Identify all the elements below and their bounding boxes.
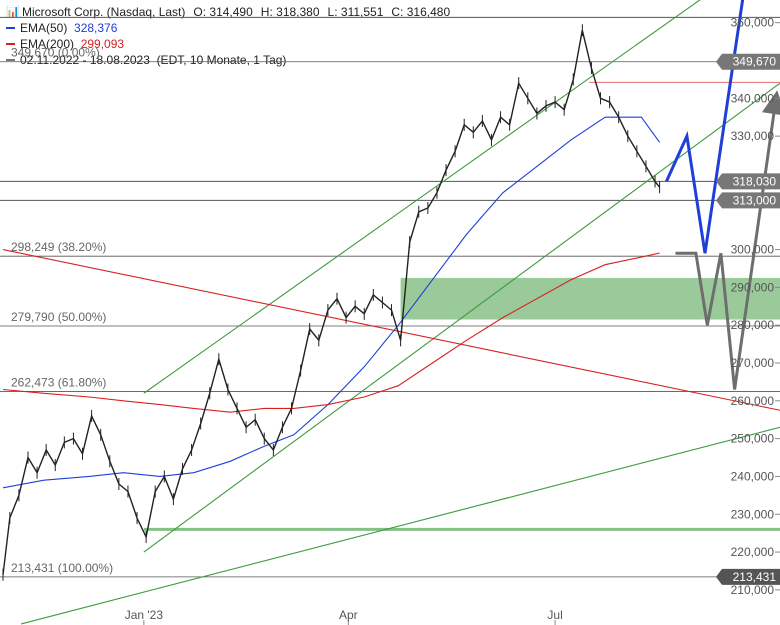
price-tag-label-0: 349,670 [733,55,777,69]
fib-label-3: 262,473 (61.80%) [11,375,106,389]
price-tag-2 [716,192,780,209]
low-label: L: [327,5,338,19]
legend-ema200-row: EMA(200) 299,093 [6,36,450,52]
fib-label-4: 213,431 (100.00%) [11,561,113,575]
projection-path-1 [675,90,780,390]
range-swatch [6,59,15,61]
open-label: O: [193,5,207,19]
candlestick-icon: 📊 [6,6,20,18]
fib-label-0: 349,670 (0.00%) [11,46,100,60]
y-tick-label-12: 210,000 [731,583,775,597]
series-layer [2,24,661,581]
fib-label-2: 279,790 (50.00%) [11,310,106,324]
axis-layer: 360,000 340,000 330,000 300,000 290,000 280,0… [125,16,780,625]
legend-instrument-row: 📊 Microsoft Corp. (Nasdaq, Last) O: 314,… [6,4,450,20]
zones-layer [400,277,780,320]
price-tag-label-2: 313,000 [733,193,777,207]
trendline-2 [21,426,780,625]
chart-legend: 📊 Microsoft Corp. (Nasdaq, Last) O: 314,… [6,4,450,68]
price-tag-label-3: 213,431 [733,570,777,584]
ema50-label: EMA(50) [20,21,68,35]
range-meta: (EDT, 10 Monate, 1 Tag) [156,53,287,67]
series-ema-50-line [2,116,661,489]
y-tick-label-8: 250,000 [731,432,775,446]
price-tag-3 [716,568,780,585]
ema50-swatch [6,27,15,29]
y-tick-label-4: 290,000 [731,280,775,294]
projections-layer [665,0,780,390]
projection-path-0 [665,0,745,254]
legend-range-row: 02.11.2022 - 18.08.2023 (EDT, 10 Monate,… [6,52,450,68]
horizontal-lines-layer [0,16,780,578]
instrument-name: Microsoft Corp. (Nasdaq, Last) [22,5,186,19]
y-tick-label-2: 330,000 [731,129,775,143]
series-ema-200-line [2,252,660,413]
ema50-value: 328,376 [74,21,118,35]
legend-ema50-row: EMA(50) 328,376 [6,20,450,36]
y-tick-label-7: 260,000 [731,394,775,408]
ema200-swatch [6,43,15,45]
open-value: 314,490 [209,5,253,19]
ema200-value: 299,093 [80,37,125,51]
fib-labels-layer: 349,670 (0.00%) 298,249 (38.20%) 279,790 (… [11,46,113,575]
high-label: H: [260,5,273,19]
trendline-3 [2,249,780,411]
x-tick-label-0: Jan '23 [125,608,164,622]
y-tick-label-10: 230,000 [731,507,775,521]
price-tag-1 [716,173,780,190]
x-tick-label-2: Jul [547,608,562,622]
low-value: 311,551 [340,5,384,19]
support-zone-0 [400,277,780,320]
y-tick-label-5: 280,000 [731,318,775,332]
x-tick-label-1: Apr [339,608,358,622]
y-tick-label-0: 360,000 [731,16,775,30]
price-tag-label-1: 318,030 [733,174,777,188]
trendline-0 [143,0,701,394]
y-tick-label-3: 300,000 [731,243,775,257]
close-value: 316,480 [406,5,451,19]
fib-label-1: 298,249 (38.20%) [11,240,106,254]
price-tags-layer: 349,670 318,030 313,000 213,431 [716,53,780,585]
y-tick-label-11: 220,000 [731,545,775,559]
y-tick-label-6: 270,000 [731,356,775,370]
series-price-line [2,30,661,575]
high-value: 318,380 [276,5,320,19]
close-label: C: [391,5,404,19]
y-tick-label-9: 240,000 [731,469,775,483]
date-range: 02.11.2022 - 18.08.2023 [20,53,150,67]
price-tag-0 [716,53,780,70]
y-tick-label-1: 340,000 [731,91,775,105]
ema200-label: EMA(200) [20,37,75,51]
